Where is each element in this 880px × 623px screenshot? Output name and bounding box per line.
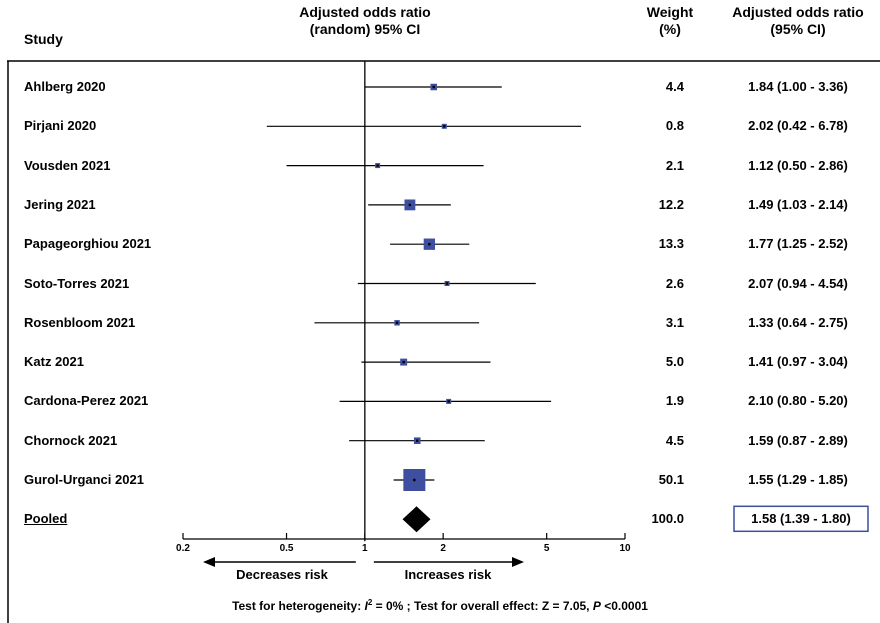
study-ci-text: 1.33 (0.64 - 2.75)	[748, 314, 848, 330]
x-axis-tick-label: 5	[544, 543, 550, 554]
study-weight: 0.8	[665, 118, 684, 134]
point-estimate-dot	[447, 400, 450, 403]
study-weight: 12.2	[658, 196, 684, 212]
footnote-superscript: 2	[367, 598, 373, 607]
study-ci-text: 1.12 (0.50 - 2.86)	[748, 157, 848, 173]
point-estimate-dot	[395, 321, 399, 324]
study-name: Jering 2021	[24, 196, 96, 212]
study-ci-text: 2.02 (0.42 - 6.78)	[748, 118, 848, 134]
study-weight: 4.5	[665, 432, 684, 448]
ci-header-line1: Adjusted odds ratio	[732, 4, 864, 20]
study-weight: 50.1	[658, 472, 684, 487]
aor-header-line1: Adjusted odds ratio	[299, 4, 431, 20]
point-estimate-dot	[413, 478, 416, 482]
footnote-part2: = 0% ; Test for overall effect: Z = 7.05…	[372, 599, 593, 613]
point-estimate-dot	[443, 125, 446, 128]
point-estimate-dot	[376, 164, 379, 167]
point-estimate-dot	[432, 85, 435, 89]
study-name: Vousden 2021	[24, 157, 111, 173]
footnote-i-symbol: I	[364, 599, 368, 613]
study-weight: 1.9	[665, 393, 684, 409]
point-estimate-dot	[428, 243, 431, 246]
study-name: Ahlberg 2020	[24, 79, 106, 94]
study-ci-text: 2.07 (0.94 - 4.54)	[748, 275, 848, 291]
study-ci-text: 1.84 (1.00 - 3.36)	[748, 79, 848, 94]
study-ci-text: 1.55 (1.29 - 1.85)	[748, 472, 848, 487]
ci-header-line2: (95% CI)	[770, 21, 826, 37]
study-weight: 4.4	[665, 79, 684, 94]
weight-column-header: Weight (%)	[630, 4, 710, 38]
x-axis-tick-label: 1	[362, 543, 368, 554]
aor-column-header: Adjusted odds ratio (random) 95% CI	[240, 4, 490, 38]
point-estimate-dot	[402, 360, 405, 364]
decreases-risk-label: Decreases risk	[236, 567, 329, 582]
aor-header-line2: (random) 95% CI	[309, 21, 421, 37]
study-weight: 2.6	[665, 275, 684, 291]
study-weight: 2.1	[665, 157, 684, 173]
study-ci-text: 1.77 (1.25 - 2.52)	[748, 236, 848, 252]
weight-header-line1: Weight	[646, 4, 694, 20]
x-axis-tick-label: 10	[619, 543, 631, 554]
x-axis-tick-label: 2	[440, 543, 446, 554]
pooled-ci-text: 1.58 (1.39 - 1.80)	[751, 511, 851, 527]
footnote-part1: Test for heterogeneity:	[232, 599, 365, 613]
pooled-ci-box	[733, 505, 869, 533]
study-ci-text: 1.49 (1.03 - 2.14)	[748, 196, 848, 212]
study-weight: 3.1	[665, 314, 684, 330]
x-axis-tick-label: 0.5	[280, 543, 294, 554]
study-name: Soto-Torres 2021	[24, 275, 130, 291]
study-name: Pirjani 2020	[24, 118, 97, 134]
study-weight: 5.0	[665, 354, 684, 370]
heterogeneity-footnote: Test for heterogeneity: I2 = 0% ; Test f…	[0, 598, 880, 613]
pooled-label: Pooled	[24, 511, 68, 527]
study-name: Chornock 2021	[24, 432, 118, 448]
study-column-header: Study	[24, 31, 63, 47]
study-name: Gurol-Urganci 2021	[24, 472, 144, 487]
point-estimate-dot	[445, 282, 449, 285]
x-axis-tick-label: 0.2	[176, 543, 190, 554]
study-name: Papageorghiou 2021	[24, 236, 152, 252]
study-name: Rosenbloom 2021	[24, 314, 136, 330]
ci-column-header: Adjusted odds ratio (95% CI)	[716, 4, 880, 38]
study-ci-text: 1.41 (0.97 - 3.04)	[748, 354, 848, 370]
footnote-part3: <0.0001	[600, 599, 648, 613]
decreases-arrow-head	[203, 557, 215, 567]
increases-risk-label: Increases risk	[405, 567, 493, 582]
point-estimate-dot	[416, 439, 419, 442]
study-name: Katz 2021	[24, 354, 84, 370]
weight-header-line2: (%)	[659, 21, 681, 37]
point-estimate-dot	[408, 203, 412, 207]
study-name: Cardona-Perez 2021	[24, 393, 149, 409]
pooled-weight: 100.0	[651, 511, 684, 527]
pooled-diamond	[402, 506, 431, 533]
plot-marks: 0.2 0.5 1 2 5 10 Decreases risk Increases risk	[176, 61, 869, 582]
study-ci-text: 2.10 (0.80 - 5.20)	[748, 393, 848, 409]
increases-arrow-head	[512, 557, 524, 567]
study-weight: 13.3	[658, 236, 684, 252]
study-ci-text: 1.59 (0.87 - 2.89)	[748, 432, 848, 448]
footnote-p-symbol: P	[592, 599, 601, 613]
